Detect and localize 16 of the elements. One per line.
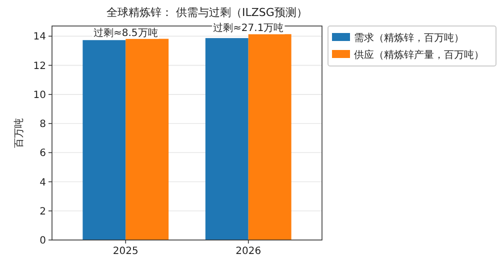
x-tick-label: 2026 (236, 246, 262, 257)
y-tick-label: 4 (40, 177, 46, 188)
legend-label: 需求（精炼锌，百万吨） (354, 32, 464, 44)
legend-label: 供应（精炼锌产量，百万吨） (354, 49, 484, 61)
y-tick-label: 6 (40, 148, 46, 160)
y-tick-label: 10 (33, 90, 46, 101)
y-tick-label: 12 (33, 60, 46, 72)
y-tick-label: 14 (33, 32, 46, 43)
x-tick-label: 2025 (112, 246, 138, 257)
y-tick-label: 8 (40, 119, 46, 130)
y-tick-label: 0 (40, 236, 46, 246)
annotation: 过剩≈8.5万吨 (93, 26, 158, 39)
y-axis-title: 百万吨 (13, 118, 25, 148)
title: 全球精炼锌： 供需与过剩（ILZSG预测） (106, 6, 308, 19)
y-tick-label: 2 (40, 206, 46, 218)
annotation: 过剩≈27.1万吨 (213, 22, 284, 34)
